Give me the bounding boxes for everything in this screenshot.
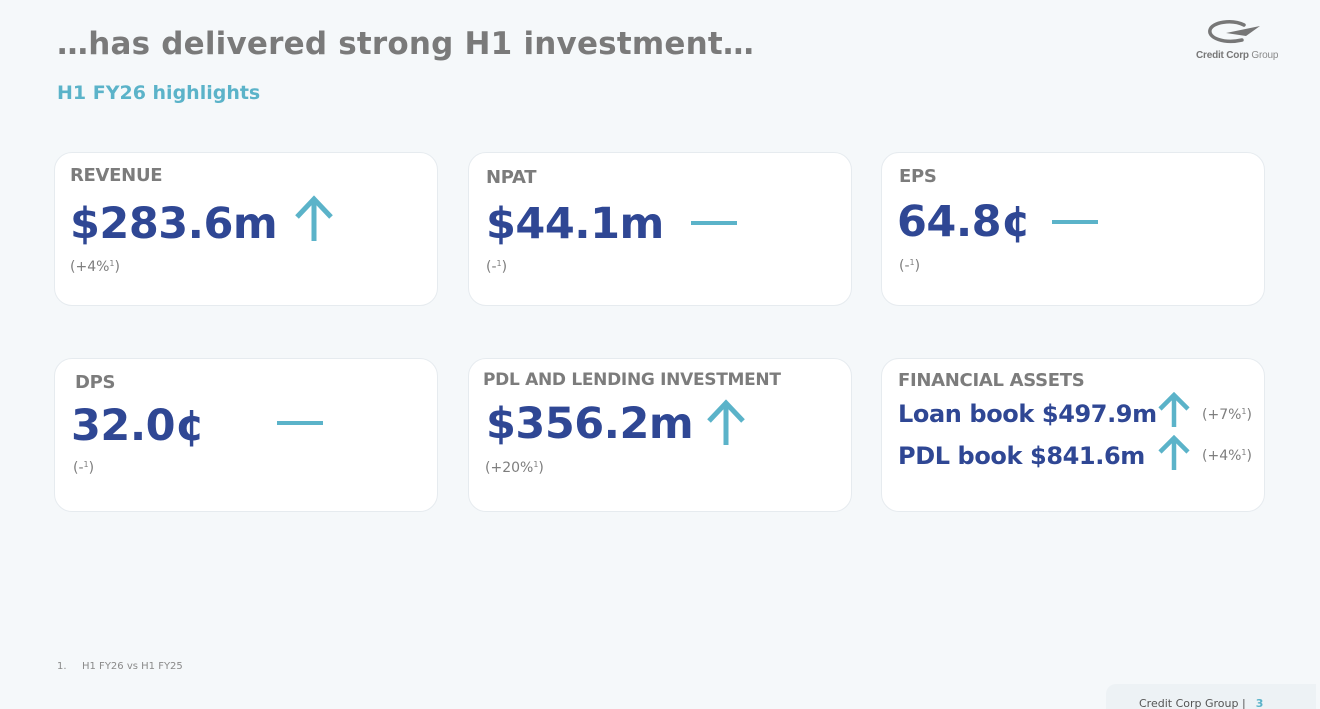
- card-value: 64.8¢: [897, 197, 1031, 247]
- pdl-book-note: (+4%1): [1202, 448, 1252, 464]
- dash-icon: [691, 221, 737, 225]
- card-value: $356.2m: [486, 399, 694, 449]
- logo-wordmark: Credit Corp Group: [1196, 50, 1279, 61]
- card-value: 32.0¢: [71, 401, 205, 451]
- page-subtitle: H1 FY26 highlights: [57, 82, 261, 104]
- npat-card: NPAT $44.1m (-1): [468, 152, 852, 306]
- card-value: $44.1m: [486, 199, 664, 249]
- pdl-lending-investment-card: PDL AND LENDING INVESTMENT $356.2m (+20%…: [468, 358, 852, 512]
- company-logo: Credit Corp Group: [1192, 20, 1279, 64]
- page-number: 3: [1255, 697, 1264, 709]
- card-note: (+20%1): [485, 460, 544, 476]
- card-label: NPAT: [486, 167, 537, 188]
- footer: Credit Corp Group | 3: [1106, 684, 1316, 709]
- revenue-card: REVENUE $283.6m (+4%1): [54, 152, 438, 306]
- footer-company: Credit Corp Group |: [1139, 697, 1246, 709]
- dash-icon: [277, 421, 323, 425]
- eps-card: EPS 64.8¢ (-1): [881, 152, 1265, 306]
- footnote: 1. H1 FY26 vs H1 FY25: [57, 661, 183, 672]
- card-label: REVENUE: [70, 165, 163, 186]
- card-label: EPS: [899, 166, 937, 187]
- pdl-book-value: PDL book $841.6m: [898, 442, 1145, 470]
- card-label: DPS: [75, 372, 116, 393]
- footer-text: Credit Corp Group | 3: [1139, 697, 1263, 709]
- card-label: PDL AND LENDING INVESTMENT: [483, 370, 781, 390]
- dps-card: DPS 32.0¢ (-1): [54, 358, 438, 512]
- up-arrow-icon: [1158, 435, 1190, 470]
- up-arrow-icon: [707, 399, 745, 445]
- logo-swoosh-icon: [1208, 20, 1260, 43]
- financial-assets-card: FINANCIAL ASSETS Loan book $497.9m (+7%1…: [881, 358, 1265, 512]
- up-arrow-icon: [1158, 392, 1190, 427]
- up-arrow-icon: [295, 195, 333, 241]
- page-title: …has delivered strong H1 investment…: [57, 26, 755, 62]
- card-note: (-1): [73, 460, 95, 476]
- card-value: $283.6m: [70, 199, 278, 249]
- card-note: (+4%1): [70, 259, 120, 275]
- card-note: (-1): [899, 258, 921, 274]
- dash-icon: [1052, 220, 1098, 224]
- card-note: (-1): [486, 259, 508, 275]
- card-label: FINANCIAL ASSETS: [898, 370, 1085, 391]
- loan-book-note: (+7%1): [1202, 407, 1252, 423]
- loan-book-value: Loan book $497.9m: [898, 400, 1157, 428]
